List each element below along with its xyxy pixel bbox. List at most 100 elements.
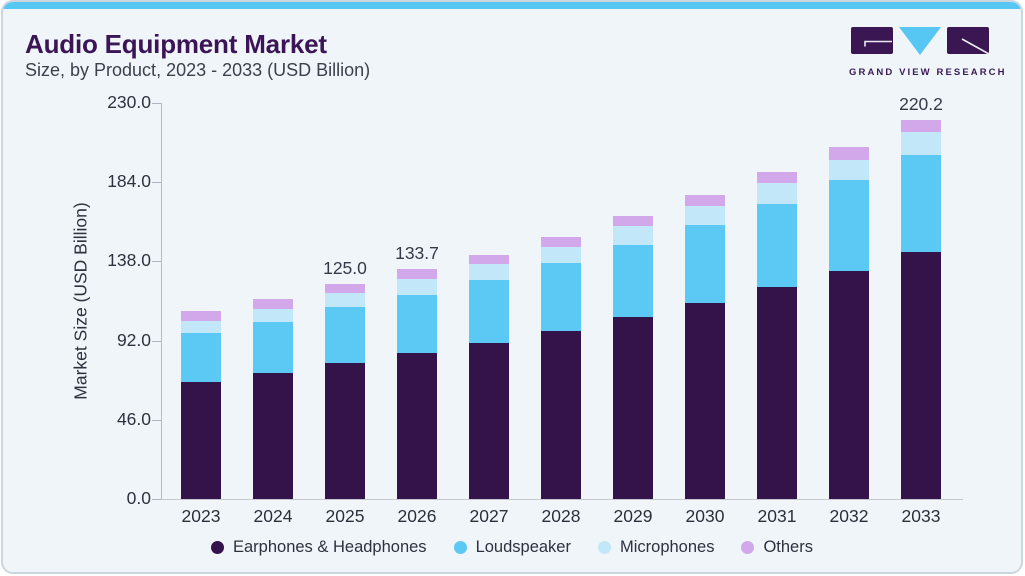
legend-item-loudspeaker: Loudspeaker [453,538,571,557]
y-tick-label-138: 138.0 [107,250,151,271]
bar-2032-segment-others [829,146,869,160]
top-accent-strip [3,2,1021,9]
bar-2029-segment-loudspeaker [613,245,653,318]
y-axis-line [161,103,162,500]
bar-2024-segment-microphones [253,308,293,322]
x-tick-label-2026: 2026 [397,506,437,526]
bar-2028-segment-loudspeaker [541,263,581,332]
bar-2024 [253,299,293,499]
y-tick-label-0: 0.0 [126,488,151,508]
bar-2030-segment-earphones-headphones [685,302,725,499]
bar-2031-segment-earphones-headphones [757,287,797,499]
legend-label-loudspeaker: Loudspeaker [475,538,571,556]
bar-2025-segment-microphones [325,293,365,308]
bar-2030-segment-microphones [685,206,725,226]
bar-2033 [901,119,941,499]
x-tick-label-2030: 2030 [685,506,725,526]
bar-2033-segment-loudspeaker [901,154,941,252]
legend-swatch-earphones-headphones-icon [211,541,224,554]
y-tick-label-46: 46.0 [116,408,151,429]
bar-2031 [757,171,797,499]
y-tick-mark [152,419,161,421]
legend-label-others: Others [763,538,813,556]
x-tick-label-2029: 2029 [613,506,653,526]
bar-2031-segment-microphones [757,183,797,204]
bar-total-label-2025: 125.0 [323,257,367,278]
bar-2031-segment-others [757,171,797,184]
bar-2023-segment-loudspeaker [181,332,221,382]
bar-2026-segment-others [397,268,437,280]
chart-legend: Earphones & Headphones Loudspeaker Microph… [3,538,1021,557]
y-tick-mark [152,261,161,263]
bar-2030 [685,195,725,499]
bar-2029 [613,215,653,499]
bar-2031-segment-loudspeaker [757,203,797,288]
bar-total-label-2026: 133.7 [395,242,439,263]
gvr-logo-mark-icon [851,27,990,55]
bar-2027 [469,254,509,499]
bar-2033-segment-earphones-headphones [901,251,941,499]
legend-swatch-microphones-icon [597,541,611,554]
bar-2023-segment-microphones [181,320,221,333]
bar-2027-segment-loudspeaker [469,280,509,344]
bar-2028-segment-microphones [541,246,581,264]
page-title: Audio Equipment Market [25,29,327,59]
y-tick-mark [152,182,161,184]
bar-2033-segment-microphones [901,132,941,155]
y-tick-mark [152,499,161,500]
y-axis-title: Market Size (USD Billion) [70,202,91,400]
bar-2025-segment-earphones-headphones [325,362,365,499]
bar-total-label-2033: 220.2 [899,93,943,114]
y-tick-label-184: 184.0 [107,171,151,192]
x-tick-label-2033: 2033 [901,506,941,526]
bar-2025-segment-others [325,283,365,294]
bar-2027-segment-microphones [469,263,509,281]
bar-2024-segment-earphones-headphones [253,373,293,499]
bar-2029-segment-microphones [613,226,653,246]
bar-2032-segment-loudspeaker [829,180,869,271]
y-tick-mark [152,340,161,342]
y-tick-label-92: 92.0 [116,329,151,350]
bar-2025 [325,283,365,499]
gvr-logo: GRAND VIEW RESEARCH [849,26,1007,78]
bar-2032-segment-earphones-headphones [829,270,869,499]
x-tick-label-2024: 2024 [253,506,293,526]
bar-2028 [541,237,581,499]
bar-2030-segment-others [685,195,725,207]
bar-2027-segment-earphones-headphones [469,343,509,499]
x-axis-line [161,499,963,500]
bar-2024-segment-others [253,299,293,309]
x-tick-label-2027: 2027 [469,506,509,526]
bar-2032 [829,146,869,499]
bar-2023 [181,311,221,499]
y-tick-mark [152,103,161,104]
bar-2024-segment-loudspeaker [253,321,293,374]
bar-2023-segment-others [181,311,221,321]
legend-swatch-others-icon [741,541,755,554]
legend-swatch-loudspeaker-icon [453,541,467,554]
bar-2026-segment-microphones [397,279,437,295]
bar-2028-segment-others [541,237,581,247]
bar-2023-segment-earphones-headphones [181,381,221,499]
bar-2028-segment-earphones-headphones [541,331,581,499]
x-tick-label-2023: 2023 [181,506,221,526]
bar-2029-segment-earphones-headphones [613,317,653,499]
bar-2030-segment-loudspeaker [685,225,725,303]
legend-item-microphones: Microphones [597,538,715,557]
x-tick-label-2028: 2028 [541,506,581,526]
gvr-logo-text: GRAND VIEW RESEARCH [849,67,1007,78]
page-subtitle: Size, by Product, 2023 - 2033 (USD Billi… [25,60,371,80]
legend-label-earphones-headphones: Earphones & Headphones [233,538,427,556]
bar-2026-segment-loudspeaker [397,294,437,354]
bar-2027-segment-others [469,254,509,264]
bar-2025-segment-loudspeaker [325,307,365,363]
bar-2032-segment-microphones [829,159,869,181]
x-tick-label-2031: 2031 [757,506,797,526]
bar-2026-segment-earphones-headphones [397,353,437,499]
legend-item-others: Others [741,538,813,557]
bar-2033-segment-others [901,119,941,133]
x-tick-label-2025: 2025 [325,506,365,526]
bar-2029-segment-others [613,215,653,227]
legend-label-microphones: Microphones [619,538,715,556]
